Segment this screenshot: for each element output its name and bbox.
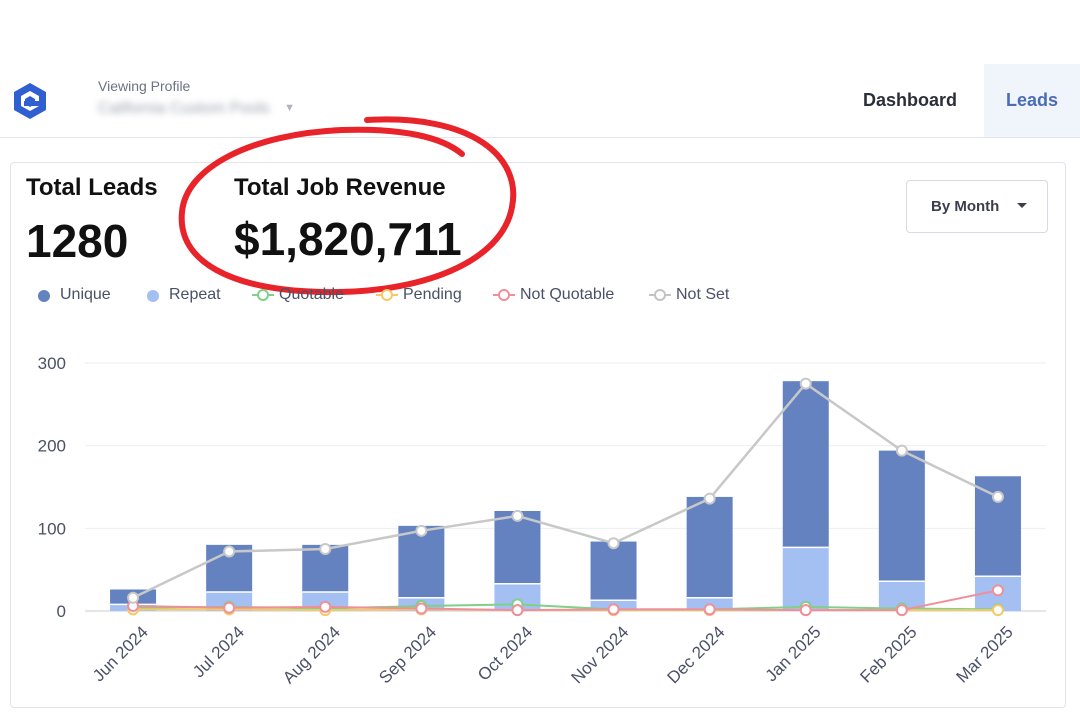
series-point (511, 604, 524, 617)
x-tick-label: Oct 2024 (474, 622, 536, 684)
y-tick-label: 200 (38, 437, 66, 456)
total-revenue-value: $1,820,711 (234, 213, 462, 265)
bar-unique (494, 510, 541, 584)
series-point (991, 490, 1004, 503)
bar-unique (590, 541, 637, 601)
profile-name[interactable]: California Custom Pools (98, 100, 270, 117)
bar-unique (398, 525, 445, 598)
profile-label: Viewing Profile (98, 78, 191, 94)
series-point (703, 492, 716, 505)
series-point (703, 603, 716, 616)
x-tick-label: Jul 2024 (189, 622, 248, 681)
legend-line-marker-icon (252, 289, 274, 301)
x-tick-label: Nov 2024 (567, 622, 632, 687)
x-tick-label: Aug 2024 (279, 622, 344, 687)
series-point (799, 604, 812, 617)
series-point (127, 591, 140, 604)
hexagon-logo-icon[interactable] (12, 82, 48, 120)
series-line (132, 381, 999, 599)
series-line (133, 589, 999, 612)
x-tick-label: Jun 2024 (89, 622, 152, 685)
y-tick-label: 0 (57, 602, 66, 621)
x-tick-label: Jan 2025 (762, 622, 825, 685)
series-point (223, 601, 236, 614)
series-point (415, 602, 428, 615)
series-point (607, 603, 620, 616)
bar-unique (686, 496, 733, 598)
nav-tab-dashboard[interactable]: Dashboard (862, 90, 958, 110)
series-point (319, 600, 332, 613)
x-tick-label: Sep 2024 (375, 622, 440, 687)
series-point (799, 377, 812, 390)
total-leads-label: Total Leads (26, 174, 158, 201)
series-point (895, 604, 908, 617)
x-tick-label: Dec 2024 (664, 622, 729, 687)
legend-dot-icon (147, 290, 159, 302)
legend-line-marker-icon (376, 289, 398, 301)
series-point (607, 537, 620, 550)
red-circle-annotation (178, 116, 517, 296)
period-select-value: By Month (931, 198, 1000, 215)
top-navigation-bar: Viewing Profile California Custom Pools … (0, 64, 1080, 138)
series-point (319, 543, 332, 555)
x-tick-label: Mar 2025 (953, 622, 1017, 686)
total-revenue-label: Total Job Revenue (234, 174, 446, 201)
legend-dot-icon (38, 290, 50, 302)
series-point (991, 584, 1004, 597)
y-tick-label: 100 (38, 519, 66, 538)
nav-tab-leads[interactable]: Leads (984, 64, 1080, 137)
series-point (415, 524, 428, 537)
total-leads-value: 1280 (26, 215, 129, 267)
chevron-down-icon (1017, 203, 1027, 208)
series-point (991, 604, 1004, 617)
series-point (223, 545, 236, 558)
bar-repeat (782, 547, 829, 611)
y-tick-label: 300 (38, 354, 66, 373)
chevron-down-icon[interactable]: ▼ (284, 102, 295, 114)
series-point (511, 509, 524, 522)
legend-line-marker-icon (649, 289, 671, 301)
bar-unique (878, 450, 925, 582)
series-point (895, 444, 908, 457)
period-select[interactable]: By Month (906, 180, 1048, 233)
x-tick-label: Feb 2025 (856, 622, 920, 686)
bar-unique (782, 381, 829, 548)
leads-chart: 0 100 200 300 Jun 2024 Jul 2024 Aug 2024 Sep 20… (38, 354, 1046, 687)
legend-line-marker-icon (493, 289, 515, 301)
profile-selector[interactable]: Viewing Profile California Custom Pools … (98, 78, 295, 118)
leads-chart-card (10, 162, 1066, 708)
